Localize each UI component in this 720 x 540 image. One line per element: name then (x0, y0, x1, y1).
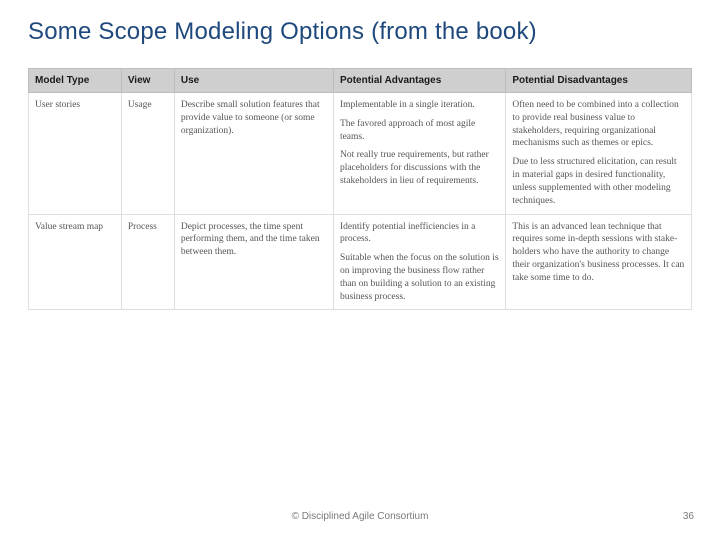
cell-use: Depict processes, the time spent perform… (174, 214, 333, 310)
cell-use: Describe small solution features that pr… (174, 93, 333, 215)
cell-paragraph: Not really true requirements, but rather… (340, 149, 499, 187)
col-header-use: Use (174, 69, 333, 93)
cell-advantages: Identify potential inefficiencies in a p… (333, 214, 505, 310)
cell-advantages: Implementable in a single iteration. The… (333, 93, 505, 215)
slide-title: Some Scope Modeling Options (from the bo… (28, 18, 692, 46)
col-header-view: View (121, 69, 174, 93)
cell-paragraph: This is an advanced lean technique that … (512, 221, 685, 285)
scope-modeling-table: Model Type View Use Potential Advantages… (28, 68, 692, 310)
cell-paragraph: Due to less structured elicitation, can … (512, 156, 685, 207)
slide: Some Scope Modeling Options (from the bo… (0, 0, 720, 540)
table-row: Value stream map Process Depict processe… (29, 214, 692, 310)
cell-model-type: User stories (29, 93, 122, 215)
cell-paragraph: Often need to be combined into a collect… (512, 99, 685, 150)
table-header-row: Model Type View Use Potential Advantages… (29, 69, 692, 93)
col-header-disadvantages: Potential Disadvantages (506, 69, 692, 93)
cell-paragraph: Suitable when the focus on the solution … (340, 252, 499, 303)
table-row: User stories Usage Describe small soluti… (29, 93, 692, 215)
cell-disadvantages: This is an advanced lean technique that … (506, 214, 692, 310)
cell-paragraph: Identify potential inefficiencies in a p… (340, 221, 499, 247)
col-header-advantages: Potential Advantages (333, 69, 505, 93)
cell-paragraph: The favored approach of most agile teams… (340, 118, 499, 144)
col-header-model-type: Model Type (29, 69, 122, 93)
cell-paragraph: Depict processes, the time spent perform… (181, 221, 327, 259)
footer-copyright: © Disciplined Agile Consortium (0, 511, 720, 522)
cell-view: Process (121, 214, 174, 310)
cell-view: Usage (121, 93, 174, 215)
cell-paragraph: Implementable in a single iteration. (340, 99, 499, 112)
cell-paragraph: Describe small solution features that pr… (181, 99, 327, 137)
cell-disadvantages: Often need to be combined into a collect… (506, 93, 692, 215)
page-number: 36 (683, 511, 694, 522)
cell-model-type: Value stream map (29, 214, 122, 310)
